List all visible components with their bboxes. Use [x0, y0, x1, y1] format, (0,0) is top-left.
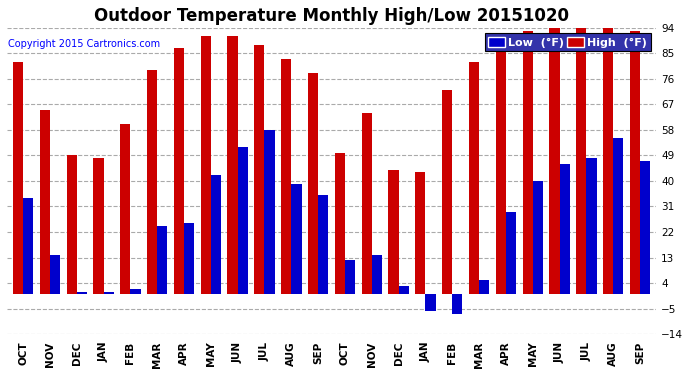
Bar: [603, 28, 613, 294]
Text: Copyright 2015 Cartronics.com: Copyright 2015 Cartronics.com: [8, 39, 160, 49]
Bar: [630, 31, 640, 294]
Bar: [291, 184, 302, 294]
Bar: [308, 73, 318, 294]
Bar: [362, 113, 372, 294]
Bar: [522, 31, 533, 294]
Bar: [640, 161, 650, 294]
Bar: [281, 59, 291, 294]
Bar: [372, 255, 382, 294]
Bar: [586, 158, 597, 294]
Bar: [255, 45, 264, 294]
Title: Outdoor Temperature Monthly High/Low 20151020: Outdoor Temperature Monthly High/Low 201…: [94, 7, 569, 25]
Bar: [495, 45, 506, 294]
Bar: [130, 289, 141, 294]
Bar: [479, 280, 489, 294]
Bar: [211, 175, 221, 294]
Bar: [399, 286, 409, 294]
Bar: [174, 48, 184, 294]
Bar: [335, 153, 345, 294]
Legend: Low  (°F), High  (°F): Low (°F), High (°F): [485, 33, 651, 51]
Bar: [147, 70, 157, 294]
Bar: [40, 110, 50, 294]
Bar: [228, 36, 237, 294]
Bar: [549, 28, 560, 294]
Bar: [77, 291, 87, 294]
Bar: [426, 294, 435, 311]
Bar: [388, 170, 399, 294]
Bar: [533, 181, 543, 294]
Bar: [66, 156, 77, 294]
Bar: [120, 124, 130, 294]
Bar: [613, 138, 624, 294]
Bar: [560, 164, 570, 294]
Bar: [50, 255, 60, 294]
Bar: [415, 172, 426, 294]
Bar: [442, 90, 453, 294]
Bar: [157, 226, 168, 294]
Bar: [469, 62, 479, 294]
Bar: [318, 195, 328, 294]
Bar: [576, 28, 586, 294]
Bar: [13, 62, 23, 294]
Bar: [506, 212, 516, 294]
Bar: [345, 260, 355, 294]
Bar: [201, 36, 211, 294]
Bar: [184, 224, 194, 294]
Bar: [453, 294, 462, 314]
Bar: [264, 130, 275, 294]
Bar: [93, 158, 104, 294]
Bar: [104, 291, 114, 294]
Bar: [237, 147, 248, 294]
Bar: [23, 198, 33, 294]
